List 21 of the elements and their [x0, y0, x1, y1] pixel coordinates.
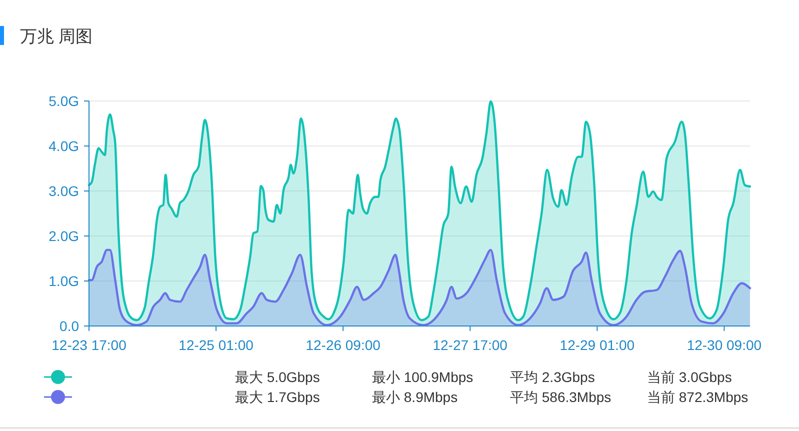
x-tick-label: 12-26 09:00	[306, 337, 381, 353]
x-tick-label: 12-29 01:00	[560, 337, 635, 353]
y-tick-label: 5.0G	[48, 92, 79, 109]
y-tick-label: 2.0G	[48, 228, 79, 244]
x-tick-label: 12-25 01:00	[178, 337, 254, 353]
text: 平均 2.3Gbps	[510, 369, 595, 385]
text: 最小 8.9Mbps	[372, 389, 458, 405]
x-tick-label: 12-27 17:00	[432, 337, 508, 353]
text: 当前 3.0Gbps	[647, 369, 732, 385]
y-tick-label: 0.0	[60, 318, 80, 334]
chart-title: 万兆 周图	[20, 27, 93, 46]
x-tick-label: 12-30 09:00	[686, 337, 762, 353]
y-tick-label: 4.0G	[48, 138, 79, 154]
y-tick-label: 1.0G	[48, 272, 79, 289]
text: 最大 1.7Gbps	[235, 389, 320, 405]
y-tick-label: 3.0G	[48, 182, 79, 199]
text: 最小 100.9Mbps	[372, 369, 474, 385]
text: 平均 586.3Mbps	[510, 389, 612, 405]
text: 当前 872.3Mbps	[647, 389, 748, 405]
text: 最大 5.0Gbps	[235, 369, 320, 385]
x-tick-label: 12-23 17:00	[52, 337, 127, 353]
